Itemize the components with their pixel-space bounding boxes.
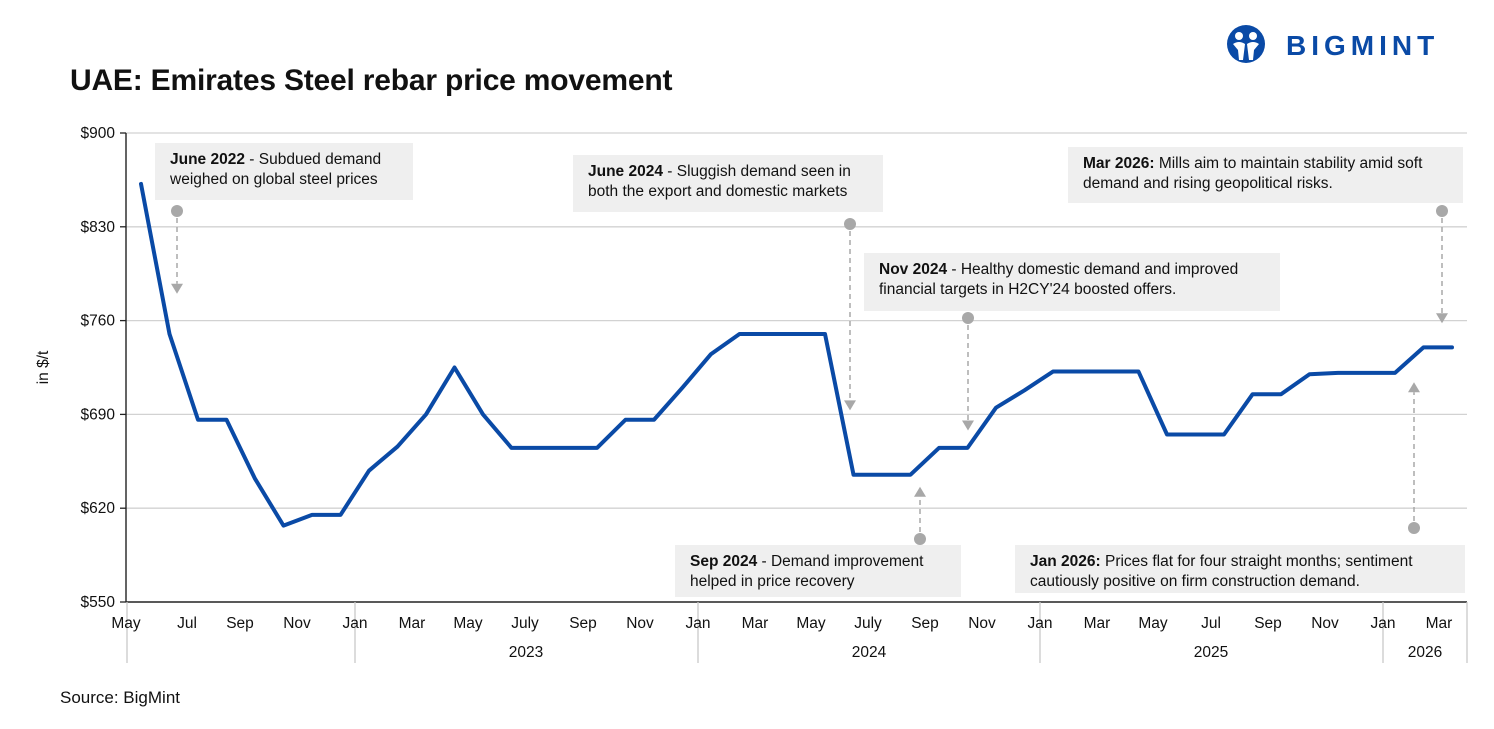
annotation: June 2024 - Sluggish demand seen in both … xyxy=(573,155,883,411)
chart-title: UAE: Emirates Steel rebar price movement xyxy=(70,64,673,97)
x-tick-label: Jul xyxy=(177,615,197,632)
annotation-arrowhead xyxy=(1436,313,1448,324)
annotation-arrowhead xyxy=(962,420,974,431)
annotation-line-2: demand and rising geopolitical risks. xyxy=(1083,175,1333,192)
x-tick-label: Mar xyxy=(742,615,769,632)
x-tick-label: May xyxy=(796,615,826,632)
annotation-date: Sep 2024 xyxy=(690,553,758,570)
y-tick-label: $760 xyxy=(81,313,116,330)
annotation-line-1: Nov 2024 - Healthy domestic demand and i… xyxy=(879,261,1238,278)
annotation-line-1: Sep 2024 - Demand improvement xyxy=(690,553,924,570)
annotation: Jan 2026: Prices flat for four straight … xyxy=(1015,382,1465,593)
annotation-dot xyxy=(1408,522,1420,534)
annotation-date: Jan 2026: xyxy=(1030,553,1101,570)
y-tick-label: $690 xyxy=(81,406,116,423)
annotation-line-2: cautiously positive on firm construction… xyxy=(1030,573,1360,590)
annotation-box xyxy=(864,253,1280,311)
y-tick-label: $550 xyxy=(81,594,116,611)
gridlines xyxy=(126,132,1467,509)
x-tick-label: Sep xyxy=(569,615,597,632)
annotation-date: June 2024 xyxy=(588,163,663,180)
y-tick-label: $620 xyxy=(81,500,116,517)
y-axis-label: in $/t xyxy=(35,350,52,384)
x-tick-label: Jul xyxy=(1201,615,1221,632)
x-tick-label: July xyxy=(511,615,539,632)
annotation-dot xyxy=(171,205,183,217)
series xyxy=(139,181,1454,528)
annotation-arrowhead xyxy=(1408,382,1420,393)
annotation-line-2: financial targets in H2CY'24 boosted off… xyxy=(879,281,1176,298)
x-tick-label: Sep xyxy=(911,615,939,632)
annotation-line-2: both the export and domestic markets xyxy=(588,183,848,200)
annotation-dot xyxy=(962,312,974,324)
x-tick-label: May xyxy=(111,615,141,632)
annotation-line-1: Jan 2026: Prices flat for four straight … xyxy=(1030,553,1413,570)
x-tick-label: Nov xyxy=(1311,615,1339,632)
annotation-dot xyxy=(1436,205,1448,217)
x-tick-label: Nov xyxy=(626,615,654,632)
x-tick-label: May xyxy=(453,615,483,632)
year-label: 2026 xyxy=(1408,644,1442,661)
x-tick-label: Sep xyxy=(226,615,254,632)
x-tick-label: Jan xyxy=(1028,615,1053,632)
annotation-arrowhead xyxy=(914,486,926,497)
annotation-date: June 2022 xyxy=(170,151,245,168)
x-tick-label: Jan xyxy=(686,615,711,632)
x-tick-label: Mar xyxy=(1426,615,1453,632)
x-tick-labels: May Jul Sep Nov Jan Mar May July Sep Nov Jan Mar May… xyxy=(111,615,1452,632)
annotation-line-1: June 2022 - Subdued demand xyxy=(170,151,381,168)
annotation-date: Mar 2026: xyxy=(1083,155,1155,172)
y-tick-label: $900 xyxy=(81,125,116,142)
y-tick-labels: $550 $620 $690 $760 $830 $900 xyxy=(81,125,116,611)
x-tick-label: Nov xyxy=(968,615,996,632)
annotation-box xyxy=(675,545,961,597)
axes xyxy=(120,132,1468,663)
annotation: June 2022 - Subdued demand weighed on glo… xyxy=(155,143,413,294)
annotation-box xyxy=(155,143,413,200)
annotation: Mar 2026: Mills aim to maintain stabilit… xyxy=(1068,147,1463,324)
x-tick-label: Jan xyxy=(343,615,368,632)
annotation-arrowhead xyxy=(844,400,856,411)
price-line xyxy=(139,181,1454,528)
year-label: 2023 xyxy=(509,644,543,661)
x-tick-label: Sep xyxy=(1254,615,1282,632)
year-label: 2025 xyxy=(1194,644,1228,661)
y-tick-label: $830 xyxy=(81,219,116,236)
annotation-box xyxy=(573,155,883,212)
annotation-line-1: Mar 2026: Mills aim to maintain stabilit… xyxy=(1083,155,1423,172)
x-tick-label: Nov xyxy=(283,615,311,632)
annotation-box xyxy=(1068,147,1463,203)
brand-name: BIGMINT xyxy=(1286,30,1439,61)
annotation-line-1: June 2024 - Sluggish demand seen in xyxy=(588,163,851,180)
x-tick-label: Jan xyxy=(1371,615,1396,632)
x-tick-label: Mar xyxy=(399,615,426,632)
annotation-line-2: helped in price recovery xyxy=(690,573,855,590)
annotation-dot xyxy=(914,533,926,545)
year-labels: 2023 2024 2025 2026 xyxy=(509,644,1442,661)
x-tick-label: Mar xyxy=(1084,615,1111,632)
x-tick-label: May xyxy=(1138,615,1168,632)
source-note: Source: BigMint xyxy=(60,688,180,707)
x-tick-label: July xyxy=(854,615,882,632)
annotation-line-2: weighed on global steel prices xyxy=(169,171,378,188)
annotation-box xyxy=(1015,545,1465,593)
annotation: Sep 2024 - Demand improvement helped in p… xyxy=(675,486,961,597)
annotations: June 2022 - Subdued demand weighed on glo… xyxy=(155,143,1465,597)
annotation-arrowhead xyxy=(171,283,183,294)
annotation: Nov 2024 - Healthy domestic demand and i… xyxy=(864,253,1280,431)
annotation-date: Nov 2024 xyxy=(879,261,947,278)
year-label: 2024 xyxy=(852,644,887,661)
annotation-dot xyxy=(844,218,856,230)
bigmint-logo: BIGMINT xyxy=(1226,22,1471,66)
